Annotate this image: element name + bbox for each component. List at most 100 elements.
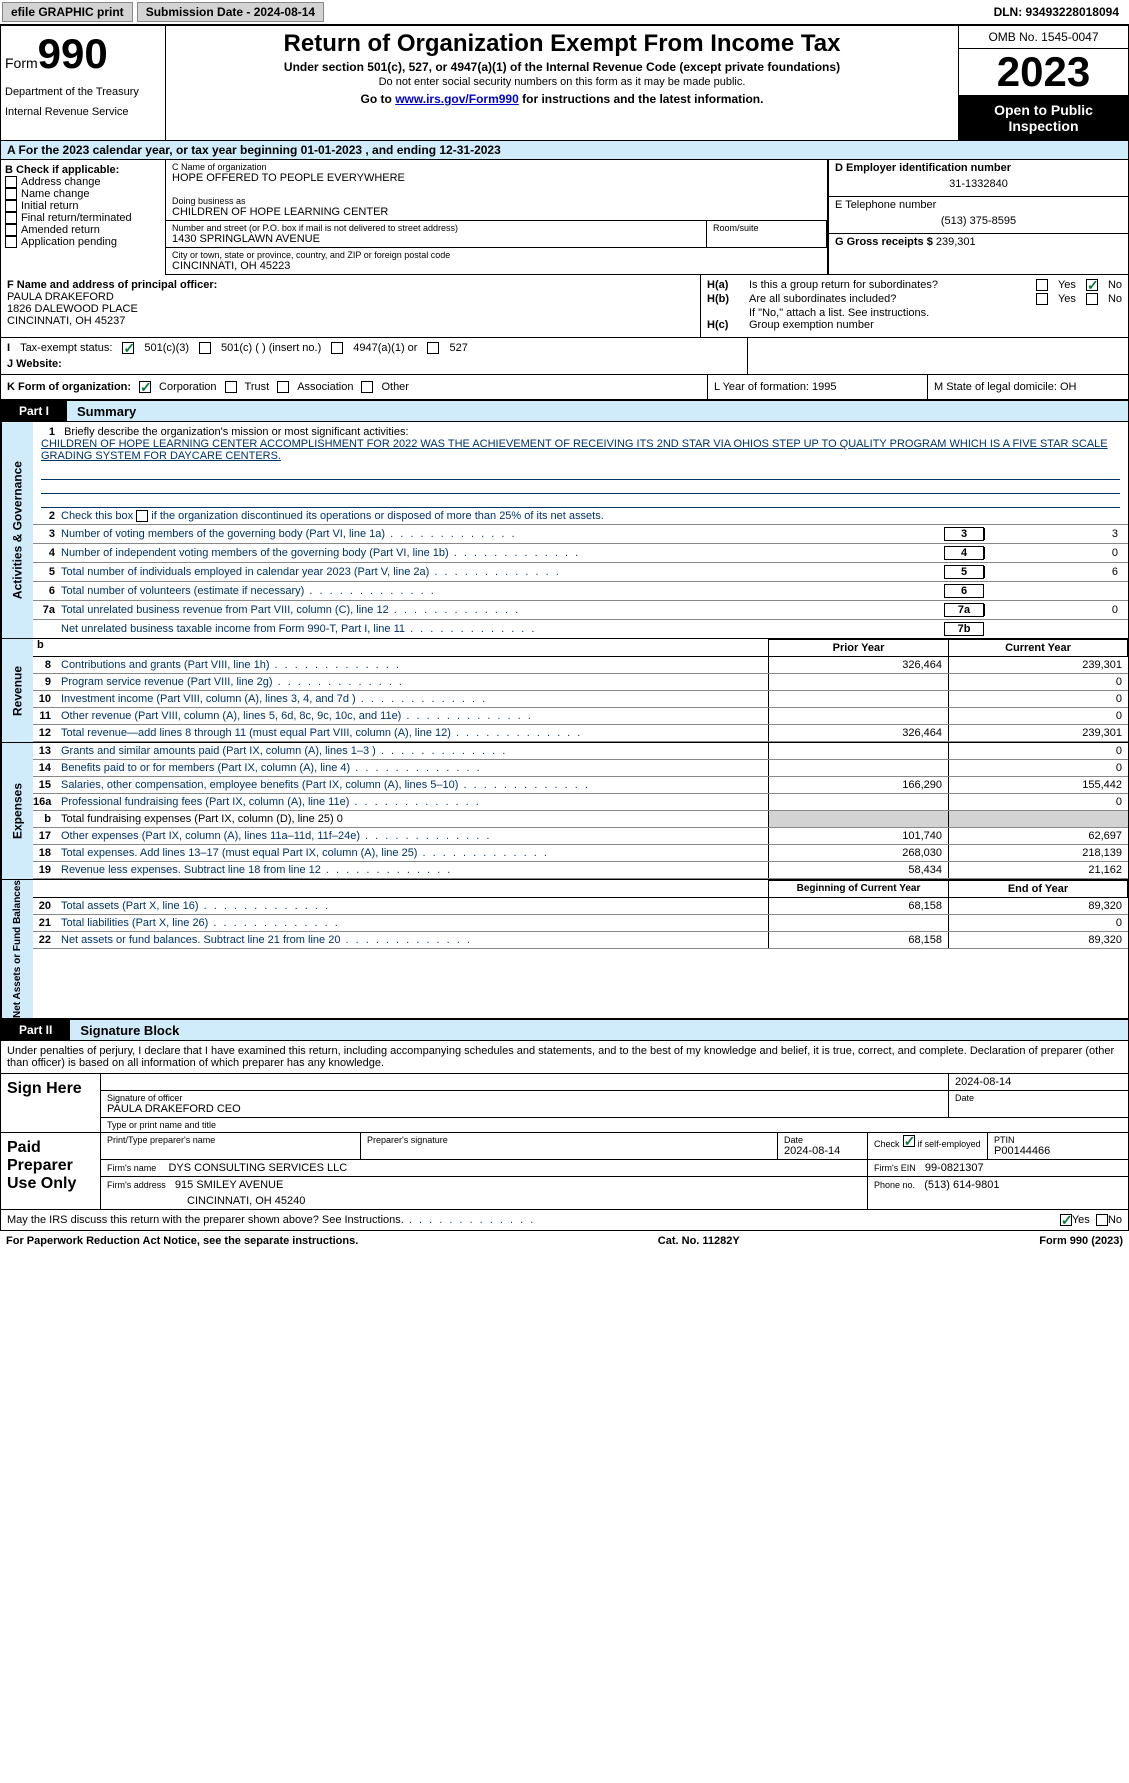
city-state-zip: CINCINNATI, OH 45223 <box>172 260 821 272</box>
mission-blank-line-1 <box>41 466 1120 480</box>
sig-date-label: Date <box>948 1091 1128 1117</box>
signature-block: Sign Here 2024-08-14 Signature of office… <box>0 1073 1129 1210</box>
city-label: City or town, state or province, country… <box>172 250 821 260</box>
officer-street: 1826 DALEWOOD PLACE <box>7 303 694 315</box>
gross-receipts-label: G Gross receipts $ <box>835 236 933 248</box>
self-employed-checkbox[interactable] <box>903 1135 915 1147</box>
part2-tab: Part II <box>1 1020 70 1040</box>
sig-officer-label: Signature of officer <box>107 1093 942 1103</box>
ein-value: 31-1332840 <box>835 174 1122 194</box>
form-footer-label: Form 990 (2023) <box>1039 1235 1123 1247</box>
mission-blank-line-2 <box>41 480 1120 494</box>
column-c-d: C Name of organization HOPE OFFERED TO P… <box>166 160 1128 275</box>
line7a-val: 0 <box>984 604 1124 616</box>
checkbox-final-return[interactable] <box>5 212 17 224</box>
revenue-block: Revenue b Prior Year Current Year 8Contr… <box>0 639 1129 743</box>
principal-officer-row: F Name and address of principal officer:… <box>0 275 1129 338</box>
table-row: 9Program service revenue (Part VIII, lin… <box>33 674 1128 691</box>
firm-addr: 915 SMILEY AVENUE <box>175 1179 283 1191</box>
preparer-print-label: Print/Type preparer's name <box>107 1135 354 1145</box>
table-row: 11Other revenue (Part VIII, column (A), … <box>33 708 1128 725</box>
line2-text: Check this box if the organization disco… <box>61 510 1124 522</box>
501c-checkbox[interactable] <box>199 342 211 354</box>
line5-text: Total number of individuals employed in … <box>61 566 944 578</box>
line4-text: Number of independent voting members of … <box>61 547 944 559</box>
checkbox-name-change[interactable] <box>5 188 17 200</box>
firm-addr-label: Firm's address <box>107 1180 166 1190</box>
firm-ein: 99-0821307 <box>925 1162 984 1174</box>
checkbox-initial-return[interactable] <box>5 200 17 212</box>
public-inspection-badge: Open to Public Inspection <box>959 95 1128 140</box>
entity-block: B Check if applicable: Address change Na… <box>0 160 1129 275</box>
k-label: K Form of organization: <box>7 381 131 393</box>
table-row: 10Investment income (Part VIII, column (… <box>33 691 1128 708</box>
ha-no-checkbox[interactable] <box>1086 279 1098 291</box>
checkbox-amended-return[interactable] <box>5 224 17 236</box>
part1-title: Summary <box>67 404 136 419</box>
part2-title: Signature Block <box>70 1023 179 1038</box>
527-checkbox[interactable] <box>427 342 439 354</box>
officer-name: PAULA DRAKEFORD <box>7 291 694 303</box>
checkbox-address-change[interactable] <box>5 176 17 188</box>
firm-phone: (513) 614-9801 <box>924 1179 999 1191</box>
line4-num: 4 <box>944 546 984 560</box>
expenses-block: Expenses 13Grants and similar amounts pa… <box>0 743 1129 880</box>
line6-text: Total number of volunteers (estimate if … <box>61 585 944 597</box>
form-number: 990 <box>38 30 108 77</box>
irs-link[interactable]: www.irs.gov/Form990 <box>395 92 519 106</box>
mission-text: CHILDREN OF HOPE LEARNING CENTER ACCOMPL… <box>33 438 1128 466</box>
section-a-tax-year: A For the 2023 calendar year, or tax yea… <box>0 141 1129 160</box>
dln-label: DLN: 93493228018094 <box>994 5 1127 19</box>
eoy-header: End of Year <box>948 880 1128 898</box>
table-row: 13Grants and similar amounts paid (Part … <box>33 743 1128 760</box>
discuss-yes-checkbox[interactable] <box>1060 1214 1072 1226</box>
4947-checkbox[interactable] <box>331 342 343 354</box>
phone-value: (513) 375-8595 <box>835 211 1122 231</box>
form-title: Return of Organization Exempt From Incom… <box>174 30 950 58</box>
ha-label: H(a) <box>707 279 743 291</box>
form-header: Form990 Department of the Treasury Inter… <box>0 25 1129 141</box>
hb-text: Are all subordinates included? <box>749 293 896 305</box>
dba-label: Doing business as <box>172 196 821 206</box>
corp-checkbox[interactable] <box>139 381 151 393</box>
phone-label: E Telephone number <box>835 199 1122 211</box>
submission-date-button[interactable]: Submission Date - 2024-08-14 <box>137 2 324 22</box>
firm-name: DYS CONSULTING SERVICES LLC <box>168 1162 347 1174</box>
line3-num: 3 <box>944 527 984 541</box>
table-row: 18Total expenses. Add lines 13–17 (must … <box>33 845 1128 862</box>
boy-header: Beginning of Current Year <box>768 880 948 898</box>
trust-checkbox[interactable] <box>225 381 237 393</box>
discuss-no-checkbox[interactable] <box>1096 1214 1108 1226</box>
preparer-date-label: Date <box>784 1135 861 1145</box>
table-row: 20Total assets (Part X, line 16)68,15889… <box>33 898 1128 915</box>
footer: For Paperwork Reduction Act Notice, see … <box>0 1230 1129 1251</box>
tax-status-label: I <box>7 342 10 354</box>
header-right: OMB No. 1545-0047 2023 Open to Public In… <box>958 26 1128 140</box>
perjury-statement: Under penalties of perjury, I declare th… <box>0 1041 1129 1073</box>
table-row: 16aProfessional fundraising fees (Part I… <box>33 794 1128 811</box>
paid-preparer-label: Paid Preparer Use Only <box>1 1133 101 1209</box>
current-year-header: Current Year <box>948 639 1128 657</box>
form-subtitle: Under section 501(c), 527, or 4947(a)(1)… <box>174 60 950 74</box>
mission-label: Briefly describe the organization's miss… <box>64 426 408 438</box>
form-label: Form <box>5 55 38 71</box>
room-label: Room/suite <box>713 223 820 233</box>
501c3-checkbox[interactable] <box>122 342 134 354</box>
part2-header: Part II Signature Block <box>0 1019 1129 1041</box>
assoc-checkbox[interactable] <box>277 381 289 393</box>
hb-no-checkbox[interactable] <box>1086 293 1098 305</box>
discontinued-checkbox[interactable] <box>136 510 148 522</box>
preparer-date: 2024-08-14 <box>784 1145 861 1157</box>
other-checkbox[interactable] <box>361 381 373 393</box>
hb-note: If "No," attach a list. See instructions… <box>707 307 1122 319</box>
legal-domicile: M State of legal domicile: OH <box>928 375 1128 399</box>
hb-label: H(b) <box>707 293 743 305</box>
table-row: 19Revenue less expenses. Subtract line 1… <box>33 862 1128 879</box>
checkbox-application-pending[interactable] <box>5 236 17 248</box>
ha-yes-checkbox[interactable] <box>1036 279 1048 291</box>
exp-vlabel: Expenses <box>1 743 33 879</box>
part1-header: Part I Summary <box>0 400 1129 422</box>
efile-print-button[interactable]: efile GRAPHIC print <box>2 2 133 22</box>
line5-val: 6 <box>984 566 1124 578</box>
hb-yes-checkbox[interactable] <box>1036 293 1048 305</box>
